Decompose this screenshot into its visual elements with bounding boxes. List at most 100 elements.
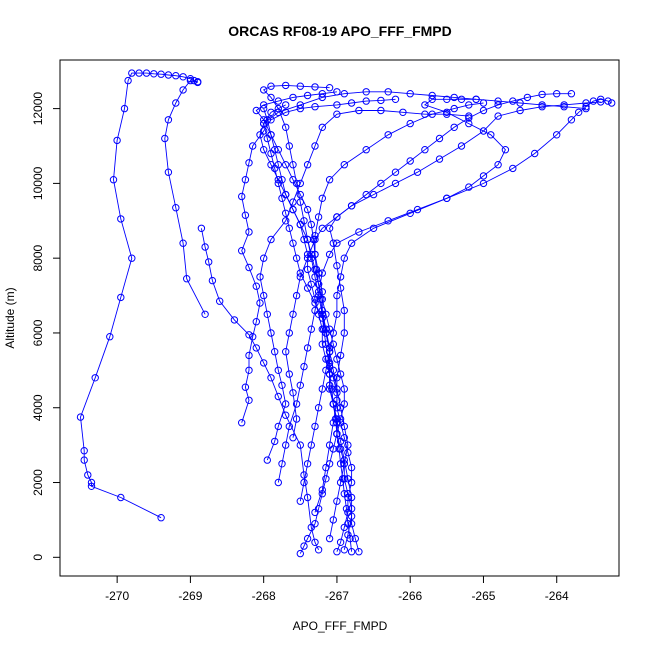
data-point — [282, 209, 290, 218]
data-point — [311, 295, 319, 303]
data-point — [355, 106, 363, 115]
data-point — [494, 101, 502, 109]
data-point — [324, 355, 332, 363]
data-point — [377, 96, 385, 105]
data-point — [347, 202, 356, 210]
data-point — [553, 131, 561, 139]
data-point — [406, 157, 414, 165]
data-point — [311, 103, 319, 111]
data-point — [109, 176, 118, 184]
data-point — [282, 348, 290, 356]
data-point — [241, 383, 250, 391]
data-point — [428, 91, 436, 100]
data-point — [336, 478, 345, 487]
data-point — [282, 123, 290, 132]
data-point — [164, 71, 173, 79]
y-axis: 0 2000 4000 6000 8000 10000 12000 — [31, 92, 61, 561]
data-point — [309, 235, 318, 244]
x-tick-label: -270 — [105, 589, 129, 603]
data-point — [260, 359, 268, 367]
data-point — [369, 190, 378, 199]
data-point — [597, 98, 605, 106]
data-point — [296, 220, 304, 229]
data-point — [205, 258, 213, 266]
data-point — [336, 370, 345, 378]
data-point — [314, 404, 323, 412]
data-point — [311, 83, 319, 91]
data-point — [179, 73, 187, 81]
data-point — [413, 205, 422, 214]
data-point — [516, 106, 524, 115]
data-point — [311, 232, 319, 240]
data-point — [303, 250, 312, 259]
data-point — [238, 419, 246, 427]
plot-area — [76, 69, 616, 558]
data-point — [567, 116, 576, 124]
data-point — [278, 176, 286, 184]
data-point — [314, 310, 323, 318]
series-line — [262, 84, 349, 539]
y-tick-label: 2000 — [31, 469, 45, 496]
data-point — [282, 161, 290, 169]
data-point — [311, 250, 319, 259]
data-point — [282, 400, 290, 408]
series-7 — [274, 95, 510, 487]
data-point — [278, 460, 286, 468]
series-line — [80, 72, 198, 519]
data-point — [399, 108, 407, 117]
data-point — [325, 325, 334, 333]
data-point — [245, 228, 253, 236]
data-point — [289, 176, 297, 184]
data-point — [241, 211, 250, 219]
data-point — [377, 179, 385, 188]
data-point — [340, 385, 348, 393]
data-point — [260, 254, 268, 262]
data-point — [325, 224, 334, 233]
data-point — [406, 119, 414, 128]
data-point — [340, 460, 348, 468]
data-point — [347, 505, 356, 513]
data-point — [274, 161, 282, 169]
data-point — [271, 348, 279, 356]
data-point — [303, 284, 312, 292]
data-point — [271, 437, 279, 446]
chart-title: ORCAS RF08-19 APO_FFF_FMPD — [228, 23, 452, 39]
y-tick-label: 4000 — [31, 394, 45, 421]
data-point — [307, 220, 315, 229]
data-point — [201, 243, 209, 251]
data-point — [428, 95, 436, 104]
data-point — [245, 159, 253, 167]
data-point — [336, 460, 345, 468]
data-point — [256, 299, 264, 307]
data-point — [311, 538, 319, 546]
data-point — [274, 176, 282, 184]
data-point — [311, 422, 319, 431]
data-point — [318, 93, 326, 102]
data-point — [479, 99, 488, 107]
series-line — [164, 80, 206, 315]
data-point — [201, 310, 209, 318]
data-point — [307, 280, 315, 288]
data-point — [329, 239, 337, 247]
data-point — [314, 213, 323, 221]
data-point — [128, 254, 136, 262]
data-point — [282, 81, 290, 90]
data-point — [80, 447, 88, 455]
data-point — [344, 490, 352, 498]
x-tick-label: -269 — [178, 589, 202, 603]
data-point — [351, 534, 359, 543]
data-point — [260, 127, 268, 135]
data-point — [443, 108, 451, 117]
data-point — [582, 103, 590, 111]
data-point — [318, 90, 326, 98]
data-point — [325, 250, 334, 259]
data-point — [333, 310, 341, 318]
data-point — [263, 116, 271, 124]
data-point — [344, 531, 352, 539]
data-point — [333, 548, 341, 556]
data-point — [450, 123, 458, 132]
data-point — [333, 110, 341, 118]
data-point — [479, 106, 488, 115]
data-point — [274, 97, 282, 105]
data-point — [285, 370, 293, 378]
